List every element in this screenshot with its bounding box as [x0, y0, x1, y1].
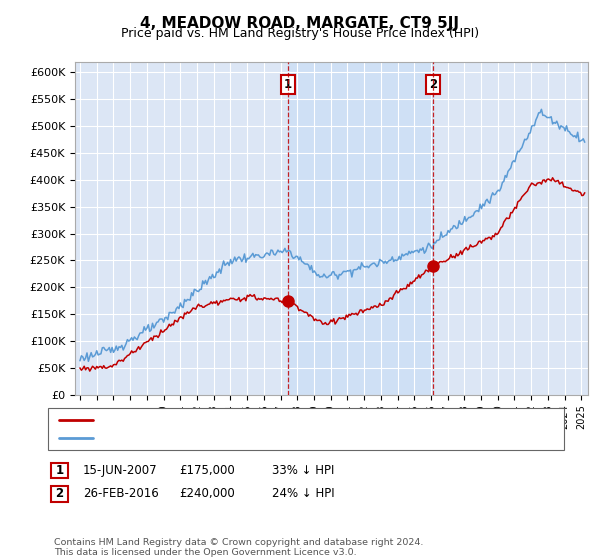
Text: £240,000: £240,000: [179, 487, 235, 501]
Text: HPI: Average price, detached house, Thanet: HPI: Average price, detached house, Than…: [100, 433, 346, 443]
Text: Price paid vs. HM Land Registry's House Price Index (HPI): Price paid vs. HM Land Registry's House …: [121, 27, 479, 40]
Text: £175,000: £175,000: [179, 464, 235, 477]
Text: 1: 1: [55, 464, 64, 477]
Text: 2: 2: [55, 487, 64, 501]
Text: 1: 1: [284, 78, 292, 91]
Bar: [288, 62, 433, 395]
Text: 4, MEADOW ROAD, MARGATE, CT9 5JJ (detached house): 4, MEADOW ROAD, MARGATE, CT9 5JJ (detach…: [100, 416, 412, 425]
Text: 2: 2: [428, 78, 437, 91]
Text: Contains HM Land Registry data © Crown copyright and database right 2024.
This d: Contains HM Land Registry data © Crown c…: [54, 538, 424, 557]
Text: 33% ↓ HPI: 33% ↓ HPI: [272, 464, 334, 477]
Text: 26-FEB-2016: 26-FEB-2016: [83, 487, 158, 501]
Text: 24% ↓ HPI: 24% ↓ HPI: [272, 487, 334, 501]
Text: 15-JUN-2007: 15-JUN-2007: [83, 464, 157, 477]
Text: 4, MEADOW ROAD, MARGATE, CT9 5JJ: 4, MEADOW ROAD, MARGATE, CT9 5JJ: [140, 16, 460, 31]
